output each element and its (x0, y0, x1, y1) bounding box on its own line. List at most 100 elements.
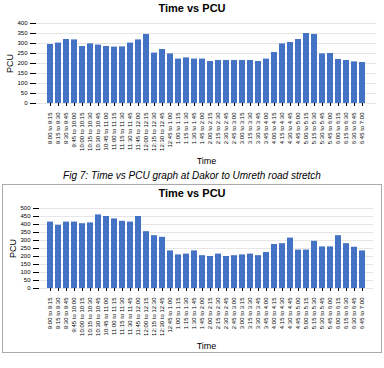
svg-text:1:45 to 2:00: 1:45 to 2:00 (199, 112, 205, 144)
svg-text:1:15 to 1:30: 1:15 to 1:30 (183, 297, 189, 329)
svg-text:11:00 to 11:15: 11:00 to 11:15 (111, 297, 117, 335)
svg-text:50: 50 (21, 90, 28, 96)
svg-text:350: 350 (17, 30, 28, 36)
svg-text:12:30 to 12:45: 12:30 to 12:45 (159, 112, 165, 151)
svg-text:12:00 to 12:15: 12:00 to 12:15 (143, 112, 149, 151)
svg-text:2:15 to 2:30: 2:15 to 2:30 (215, 297, 221, 329)
svg-text:150: 150 (20, 261, 31, 267)
svg-text:11:15 to 11:30: 11:15 to 11:30 (119, 297, 125, 335)
svg-text:2:15 to 2:30: 2:15 to 2:30 (215, 112, 221, 144)
svg-text:2:45 to 3:00: 2:45 to 3:00 (231, 297, 237, 329)
svg-text:12:45 to 1:00: 12:45 to 1:00 (167, 297, 173, 333)
svg-text:2:00 to 2:15: 2:00 to 2:15 (207, 297, 213, 329)
svg-text:4:00 to 4:15: 4:00 to 4:15 (271, 112, 277, 144)
svg-text:12:00 to 12:15: 12:00 to 12:15 (143, 297, 149, 336)
svg-text:11:30 to 11:45: 11:30 to 11:45 (127, 112, 133, 150)
svg-text:9:00 to 9:15: 9:00 to 9:15 (47, 297, 53, 329)
svg-text:1:00 to 1:15: 1:00 to 1:15 (175, 297, 181, 329)
svg-text:2:30 to 2:45: 2:30 to 2:45 (223, 112, 229, 144)
svg-text:6:00 to 6:15: 6:00 to 6:15 (335, 112, 341, 144)
svg-text:4:30 to 4:45: 4:30 to 4:45 (287, 297, 293, 329)
svg-text:500: 500 (20, 205, 31, 211)
svg-text:3:00 to 3:15: 3:00 to 3:15 (239, 112, 245, 144)
svg-text:400: 400 (20, 221, 31, 227)
svg-text:4:15 to 4:30: 4:15 to 4:30 (279, 297, 285, 329)
svg-text:1:30 to 1:45: 1:30 to 1:45 (191, 297, 197, 329)
svg-text:4:00 to 4:15: 4:00 to 4:15 (271, 297, 277, 329)
svg-text:3:45 to 4:00: 3:45 to 4:00 (263, 297, 269, 329)
svg-text:5:15 to 5:30: 5:15 to 5:30 (311, 297, 317, 329)
svg-text:11:45 to 12:00: 11:45 to 12:00 (135, 297, 141, 336)
svg-text:6:15 to 6:30: 6:15 to 6:30 (343, 112, 349, 144)
svg-text:6:15 to 6:30: 6:15 to 6:30 (343, 297, 349, 329)
svg-text:9:45 to 10:00: 9:45 to 10:00 (71, 297, 77, 333)
svg-text:11:45 to 12:00: 11:45 to 12:00 (135, 112, 141, 151)
svg-text:9:15 to 9:30: 9:15 to 9:30 (55, 297, 61, 329)
svg-text:50: 50 (24, 277, 31, 283)
svg-text:4:45 to 5:00: 4:45 to 5:00 (295, 112, 301, 144)
svg-text:10:30 to 10:45: 10:30 to 10:45 (95, 297, 101, 336)
svg-text:PCU: PCU (5, 54, 15, 73)
svg-text:5:30 to 5:45: 5:30 to 5:45 (319, 112, 325, 144)
svg-text:10:15 to 10:30: 10:15 to 10:30 (87, 112, 93, 151)
svg-text:3:30 to 3:45: 3:30 to 3:45 (255, 112, 261, 144)
svg-text:2:00 to 2:15: 2:00 to 2:15 (207, 112, 213, 144)
svg-text:450: 450 (20, 213, 31, 219)
svg-text:300: 300 (17, 40, 28, 46)
svg-text:Time: Time (197, 341, 217, 351)
svg-text:6:45 to 7:00: 6:45 to 7:00 (359, 297, 365, 329)
svg-text:100: 100 (17, 80, 28, 86)
svg-text:1:30 to 1:45: 1:30 to 1:45 (191, 112, 197, 144)
svg-text:3:15 to 3:30: 3:15 to 3:30 (247, 112, 253, 144)
svg-text:9:45 to 10:00: 9:45 to 10:00 (71, 112, 77, 148)
svg-text:5:30 to 5:45: 5:30 to 5:45 (319, 297, 325, 329)
svg-text:9:30 to 9:45: 9:30 to 9:45 (63, 112, 69, 144)
svg-text:1:15 to 1:30: 1:15 to 1:30 (183, 112, 189, 144)
svg-text:250: 250 (17, 50, 28, 56)
svg-text:4:30 to 4:45: 4:30 to 4:45 (287, 112, 293, 144)
svg-text:4:45 to 5:00: 4:45 to 5:00 (295, 297, 301, 329)
svg-text:6:00 to 6:15: 6:00 to 6:15 (335, 297, 341, 329)
svg-text:12:15 to 12:30: 12:15 to 12:30 (151, 112, 157, 151)
svg-text:6:30 to 6:45: 6:30 to 6:45 (351, 112, 357, 144)
svg-text:11:00 to 11:15: 11:00 to 11:15 (111, 112, 117, 150)
svg-text:300: 300 (20, 237, 31, 243)
svg-text:100: 100 (20, 269, 31, 275)
svg-text:Time: Time (197, 156, 217, 166)
svg-text:10:00 to 10:15: 10:00 to 10:15 (79, 112, 85, 151)
svg-text:10:45 to 11:00: 10:45 to 11:00 (103, 297, 109, 336)
svg-text:3:15 to 3:30: 3:15 to 3:30 (247, 297, 253, 329)
svg-text:6:45 to 7:00: 6:45 to 7:00 (359, 112, 365, 144)
svg-text:3:45 to 4:00: 3:45 to 4:00 (263, 112, 269, 144)
svg-text:2:45 to 3:00: 2:45 to 3:00 (231, 112, 237, 144)
svg-text:150: 150 (17, 70, 28, 76)
svg-text:3:30 to 3:45: 3:30 to 3:45 (255, 297, 261, 329)
svg-text:3:00 to 3:15: 3:00 to 3:15 (239, 297, 245, 329)
svg-text:10:45 to 11:00: 10:45 to 11:00 (103, 112, 109, 151)
svg-text:9:00 to 9:15: 9:00 to 9:15 (47, 112, 53, 144)
svg-text:9:30 to 9:45: 9:30 to 9:45 (63, 297, 69, 329)
svg-text:200: 200 (17, 60, 28, 66)
svg-text:11:30 to 11:45: 11:30 to 11:45 (127, 297, 133, 335)
svg-text:5:15 to 5:30: 5:15 to 5:30 (311, 112, 317, 144)
svg-text:400: 400 (17, 20, 28, 26)
svg-text:1:00 to 1:15: 1:00 to 1:15 (175, 112, 181, 144)
svg-text:5:00 to 5:15: 5:00 to 5:15 (303, 112, 309, 144)
svg-text:12:15 to 12:30: 12:15 to 12:30 (151, 297, 157, 336)
svg-text:1:45 to 2:00: 1:45 to 2:00 (199, 297, 205, 329)
svg-text:6:30 to 6:45: 6:30 to 6:45 (351, 297, 357, 329)
svg-text:250: 250 (20, 245, 31, 251)
svg-text:10:30 to 10:45: 10:30 to 10:45 (95, 112, 101, 151)
svg-text:0: 0 (24, 100, 28, 106)
svg-text:10:15 to 10:30: 10:15 to 10:30 (87, 297, 93, 336)
svg-text:350: 350 (20, 229, 31, 235)
svg-text:4:15 to 4:30: 4:15 to 4:30 (279, 112, 285, 144)
svg-text:5:45 to 6:00: 5:45 to 6:00 (327, 112, 333, 144)
svg-text:10:00 to 10:15: 10:00 to 10:15 (79, 297, 85, 336)
svg-text:2:30 to 2:45: 2:30 to 2:45 (223, 297, 229, 329)
svg-text:200: 200 (20, 253, 31, 259)
svg-text:5:00 to 5:15: 5:00 to 5:15 (303, 297, 309, 329)
svg-text:0: 0 (27, 285, 31, 291)
svg-text:12:45 to 1:00: 12:45 to 1:00 (167, 112, 173, 148)
svg-text:PCU: PCU (8, 239, 18, 258)
